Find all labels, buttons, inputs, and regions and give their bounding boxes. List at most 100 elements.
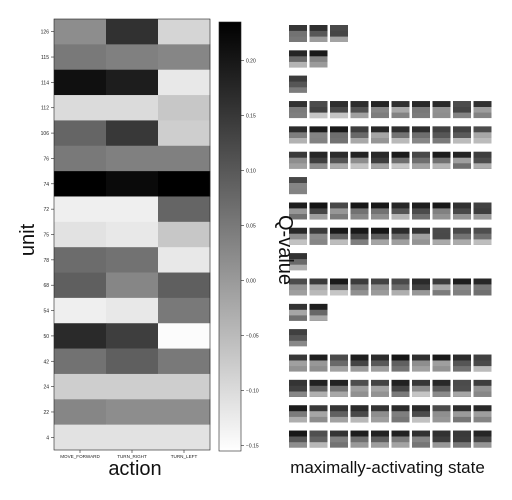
state-thumbnail-floor	[412, 138, 430, 144]
state-thumbnail-ceiling	[473, 151, 492, 158]
state-thumbnail-ceiling	[309, 101, 328, 107]
state-thumbnail-ceiling	[391, 405, 410, 412]
state-thumbnail-ceiling	[453, 430, 471, 437]
state-thumbnail-floor	[350, 112, 369, 118]
state-thumbnail-ceiling	[391, 101, 410, 107]
state-thumbnail-floor	[432, 214, 451, 220]
state-thumbnail-ceiling	[309, 50, 328, 57]
heatmap-cell	[106, 221, 159, 248]
y-tick-label: 4	[46, 435, 49, 441]
state-thumbnail-ceiling	[371, 405, 389, 412]
state-thumbnail-ceiling	[371, 379, 389, 386]
heatmap-cell	[54, 44, 107, 70]
state-thumbnail-floor	[289, 290, 307, 296]
heatmap-cell	[106, 272, 159, 299]
state-thumbnail-floor	[453, 442, 471, 448]
state-thumbnail-ceiling	[350, 202, 369, 209]
state-thumbnail-ceiling	[371, 202, 389, 209]
state-thumbnail-ceiling	[350, 379, 369, 386]
state-thumbnail-ceiling	[391, 126, 410, 133]
state-thumbnail-floor	[371, 138, 389, 144]
state-thumbnail-floor	[350, 416, 369, 423]
state-thumbnail-floor	[289, 214, 307, 220]
heatmap-cell	[106, 424, 159, 451]
state-thumbnail-ceiling	[289, 379, 307, 386]
heatmap-cell	[158, 247, 211, 273]
x-axis-label: action	[108, 458, 162, 480]
state-panel-label: maximally-activating state	[290, 458, 485, 477]
state-thumbnail-ceiling	[432, 405, 451, 412]
x-tick-label: TURN_RIGHT	[117, 454, 147, 459]
colorbar-tick-label: −0.10	[246, 389, 259, 395]
state-thumbnail-floor	[412, 416, 430, 423]
state-thumbnail-ceiling	[289, 126, 307, 133]
state-thumbnail-ceiling	[412, 227, 430, 234]
heatmap-cell	[54, 373, 107, 400]
state-thumbnail-floor	[371, 391, 389, 397]
y-tick-label: 126	[41, 30, 50, 36]
state-thumbnail-floor	[350, 163, 369, 169]
heatmap-cell	[106, 120, 159, 147]
x-tick-label: TURN_LEFT	[171, 454, 198, 459]
state-thumbnail-floor	[330, 36, 348, 42]
state-thumbnail-floor	[330, 366, 348, 372]
heatmap-cell	[54, 19, 107, 45]
state-thumbnail-floor	[391, 112, 410, 118]
state-thumbnail-ceiling	[350, 227, 369, 234]
heatmap-cell	[158, 95, 211, 121]
state-thumbnail-floor	[350, 214, 369, 220]
y-tick-label: 76	[43, 156, 49, 162]
heatmap-cell	[54, 120, 107, 147]
state-thumbnail-floor	[432, 290, 451, 296]
heatmap-cell	[158, 323, 211, 349]
state-thumbnail-floor	[432, 391, 451, 397]
heatmap-cell	[106, 196, 159, 223]
state-thumbnail-ceiling	[412, 278, 430, 285]
state-thumbnail-floor	[473, 163, 492, 169]
heatmap-cell	[106, 44, 159, 70]
state-thumbnail-floor	[432, 416, 451, 423]
y-tick-label: 75	[43, 233, 49, 239]
state-thumbnail-floor	[453, 391, 471, 397]
heatmap-cell	[106, 95, 159, 121]
colorbar	[218, 21, 242, 452]
state-thumbnail-ceiling	[473, 101, 492, 107]
state-thumbnail-floor	[453, 416, 471, 423]
state-thumbnail-floor	[432, 163, 451, 169]
state-thumbnail-ceiling	[289, 101, 307, 107]
state-thumbnail-ceiling	[432, 227, 451, 234]
state-thumbnail-floor	[432, 442, 451, 448]
state-thumbnail-ceiling	[330, 25, 348, 31]
state-thumbnail-ceiling	[309, 278, 328, 285]
state-thumbnail-ceiling	[473, 379, 492, 386]
state-thumbnail-floor	[473, 214, 492, 220]
state-thumbnail-ceiling	[289, 151, 307, 158]
state-thumbnail-ceiling	[289, 177, 307, 183]
state-thumbnail-ceiling	[412, 379, 430, 386]
state-thumbnail-floor	[309, 315, 328, 321]
heatmap-cell	[158, 171, 211, 197]
state-thumbnail-ceiling	[330, 278, 348, 285]
state-thumbnail-floor	[391, 138, 410, 144]
state-thumbnail-floor	[432, 366, 451, 372]
heatmap-cell	[54, 69, 107, 96]
state-thumbnail-ceiling	[289, 227, 307, 234]
state-thumbnail-floor	[412, 214, 430, 220]
state-thumbnail-ceiling	[371, 101, 389, 107]
state-thumbnail-floor	[453, 163, 471, 169]
heatmap-cell	[158, 373, 211, 400]
state-thumbnail-ceiling	[391, 430, 410, 437]
state-thumbnail-floor	[309, 138, 328, 144]
state-thumbnail-ceiling	[391, 379, 410, 386]
heatmap-cell	[54, 95, 107, 121]
state-thumbnail-ceiling	[432, 278, 451, 285]
state-thumbnail-floor	[473, 239, 492, 245]
state-thumbnail-ceiling	[289, 354, 307, 361]
state-thumbnail-ceiling	[432, 126, 451, 133]
state-thumbnail-floor	[309, 416, 328, 423]
colorbar-tick-label: 0.00	[246, 279, 256, 285]
state-thumbnail-floor	[330, 442, 348, 448]
heatmap-cell	[158, 145, 211, 172]
state-thumbnail-floor	[309, 239, 328, 245]
